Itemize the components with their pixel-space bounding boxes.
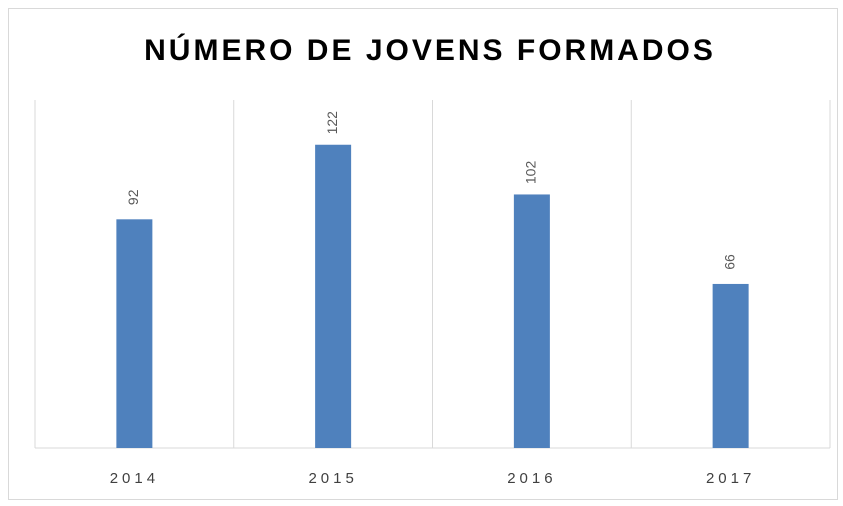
data-label: 122 (324, 111, 340, 135)
bar (513, 194, 550, 448)
x-tick-label: 2014 (110, 470, 159, 487)
bar (315, 144, 352, 448)
bar (116, 219, 153, 448)
bar (712, 283, 749, 448)
x-tick-label: 2016 (507, 470, 556, 487)
data-label: 92 (125, 189, 141, 205)
data-label: 66 (721, 254, 737, 270)
x-tick-label: 2017 (706, 470, 755, 487)
x-tick-label: 2015 (308, 470, 357, 487)
chart-title: NÚMERO DE JOVENS FORMADOS (144, 33, 716, 67)
data-label: 102 (523, 161, 539, 185)
